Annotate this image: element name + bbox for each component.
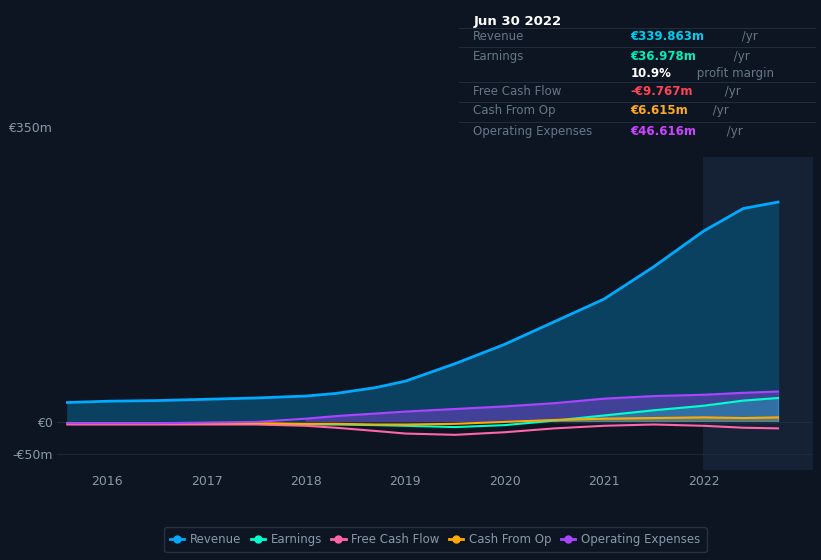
Text: profit margin: profit margin [693, 67, 774, 80]
Text: Earnings: Earnings [473, 49, 525, 63]
Text: Jun 30 2022: Jun 30 2022 [473, 15, 562, 28]
Bar [704, 157, 821, 470]
Text: €46.616m: €46.616m [631, 125, 696, 138]
Text: Revenue: Revenue [473, 30, 525, 43]
Text: €339.863m: €339.863m [631, 30, 704, 43]
Text: Operating Expenses: Operating Expenses [473, 125, 593, 138]
Text: /yr: /yr [731, 49, 750, 63]
Legend: Revenue, Earnings, Free Cash Flow, Cash From Op, Operating Expenses: Revenue, Earnings, Free Cash Flow, Cash … [163, 528, 707, 552]
Text: €36.978m: €36.978m [631, 49, 696, 63]
Text: €6.615m: €6.615m [631, 104, 688, 118]
Text: -€9.767m: -€9.767m [631, 85, 693, 98]
Text: /yr: /yr [737, 30, 757, 43]
Text: Cash From Op: Cash From Op [473, 104, 556, 118]
Text: 10.9%: 10.9% [631, 67, 672, 80]
Text: Free Cash Flow: Free Cash Flow [473, 85, 562, 98]
Text: /yr: /yr [709, 104, 729, 118]
Text: /yr: /yr [722, 85, 741, 98]
Text: /yr: /yr [723, 125, 743, 138]
Text: €350m: €350m [8, 122, 53, 135]
